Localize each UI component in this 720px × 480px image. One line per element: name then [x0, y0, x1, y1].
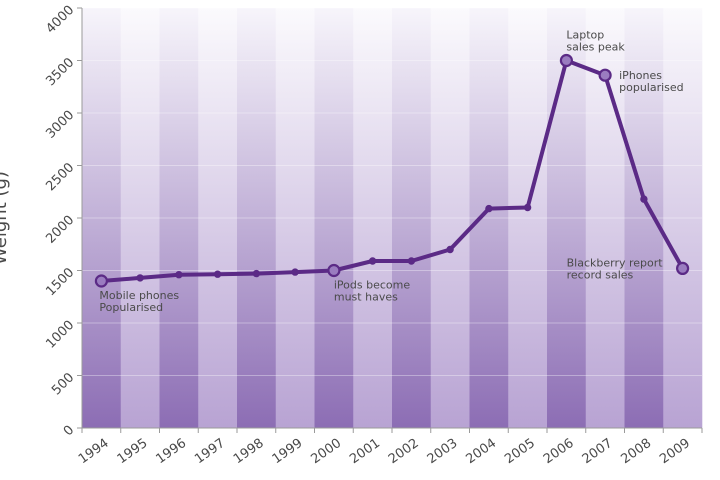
- y-tick-label: 500: [49, 370, 77, 398]
- data-point: [175, 271, 183, 279]
- data-point: [523, 203, 532, 212]
- annotation-line: Mobile phones: [99, 289, 179, 302]
- data-point: [136, 274, 144, 282]
- column-stripe: [508, 8, 548, 428]
- annotation-line: Laptop: [566, 29, 604, 42]
- annotation-2000: iPods become must haves: [334, 279, 410, 304]
- annotation-line: iPods become: [334, 279, 410, 292]
- column-stripe: [120, 8, 160, 428]
- annotation-2009: Blackberry report record sales: [567, 256, 664, 281]
- x-tick-label: 1996: [153, 436, 189, 467]
- column-stripe: [624, 8, 664, 428]
- x-tick-label: 1998: [231, 436, 267, 467]
- annotation-1994: Mobile phones Popularised: [99, 289, 179, 314]
- annotation-line: popularised: [619, 81, 684, 94]
- series-weight: [94, 53, 690, 288]
- x-tick-label: 1999: [270, 436, 306, 467]
- annotation-line: sales peak: [566, 41, 625, 54]
- x-tick-label: 2005: [502, 436, 538, 467]
- column-stripe: [275, 8, 315, 428]
- x-tick-label: 1995: [115, 436, 151, 467]
- y-tick-label: 2000: [43, 213, 77, 247]
- column-stripe: [198, 8, 238, 428]
- annotation-line: iPhones: [619, 69, 662, 82]
- x-tick-label: 2009: [657, 436, 693, 467]
- annotation-2007: iPhones popularised: [619, 69, 684, 94]
- annotation-line: Popularised: [99, 301, 163, 314]
- data-point: [446, 245, 454, 254]
- annotations: Mobile phones Popularised iPods become must…: [99, 29, 683, 315]
- column-stripe: [82, 8, 122, 428]
- data-point-highlighted: [559, 53, 574, 68]
- y-tick-label: 2500: [43, 160, 77, 194]
- y-tick-label: 3000: [43, 108, 77, 142]
- column-stripe: [237, 8, 277, 428]
- x-tick-label: 2001: [347, 436, 383, 467]
- series-line: [99, 58, 685, 283]
- x-tick-label: 2008: [618, 436, 654, 467]
- data-point-highlighted: [94, 274, 109, 288]
- column-stripe: [663, 8, 703, 428]
- annotation-line: record sales: [567, 268, 634, 281]
- x-tick-label: 1997: [192, 436, 228, 467]
- column-stripe: [392, 8, 432, 428]
- y-axis-label: Weight (g): [0, 171, 11, 265]
- y-axis-tick-labels: 0 500 1000 1500 2000 2500 3000 3500 4000: [43, 3, 77, 439]
- axes: [77, 7, 703, 433]
- column-stripe: [353, 8, 393, 428]
- annotation-2006: Laptop sales peak: [566, 29, 625, 54]
- x-tick-label: 2004: [463, 436, 499, 467]
- x-tick-label: 1994: [76, 436, 112, 467]
- data-point-highlighted: [598, 68, 612, 82]
- data-point: [407, 257, 416, 265]
- annotation-line: Blackberry report: [567, 256, 664, 269]
- x-axis-tick-labels: 1994 1995 1996 1997 1998 1999 2000 2001 2002 2003…: [76, 436, 693, 467]
- column-stripe: [430, 8, 470, 428]
- column-stripe: [159, 8, 199, 428]
- x-tick-label: 2003: [425, 436, 461, 467]
- y-tick-label: 4000: [43, 3, 77, 37]
- y-tick-label: 3500: [43, 55, 77, 89]
- plot-background-stripes: [82, 7, 703, 428]
- x-tick-label: 2000: [308, 436, 344, 467]
- data-point: [291, 268, 299, 276]
- y-tick-label: 1500: [43, 265, 77, 299]
- annotation-line: must haves: [334, 291, 398, 304]
- y-tick-label: 1000: [43, 318, 77, 352]
- data-point-highlighted: [675, 261, 690, 275]
- y-tick-label: 0: [61, 423, 77, 439]
- data-point: [640, 195, 648, 203]
- column-stripe: [547, 8, 587, 428]
- column-stripe: [314, 8, 354, 428]
- data-point: [252, 269, 261, 278]
- x-tick-label: 2007: [580, 436, 616, 467]
- data-point: [485, 204, 493, 213]
- data-point: [213, 270, 222, 278]
- x-tick-label: 2006: [541, 436, 577, 467]
- x-tick-label: 2002: [386, 436, 422, 467]
- data-point-highlighted: [327, 263, 341, 278]
- column-stripe: [469, 8, 509, 428]
- data-point: [368, 257, 377, 265]
